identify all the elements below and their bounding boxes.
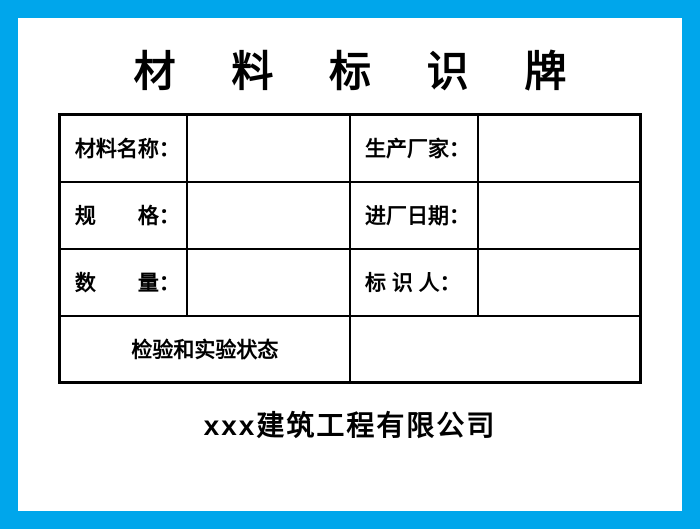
table-row: 检验和实验状态 — [59, 316, 640, 383]
value-arrival-date — [478, 182, 641, 249]
value-quantity — [187, 249, 350, 316]
table-row: 材料名称： 生产厂家： — [59, 115, 640, 182]
label-spec: 规 格： — [59, 182, 187, 249]
label-inspection-status: 检验和实验状态 — [59, 316, 350, 383]
value-identifier — [478, 249, 641, 316]
label-identifier: 标 识 人： — [350, 249, 478, 316]
material-table: 材料名称： 生产厂家： 规 格： 进厂日期： 数 量： 标 识 人： 检验和实验… — [58, 113, 642, 384]
value-material-name — [187, 115, 350, 182]
label-quantity: 数 量： — [59, 249, 187, 316]
outer-frame: 材 料 标 识 牌 材料名称： 生产厂家： 规 格： 进厂日期： 数 量： 标 … — [0, 0, 700, 529]
label-material-name: 材料名称： — [59, 115, 187, 182]
table-row: 规 格： 进厂日期： — [59, 182, 640, 249]
table-row: 数 量： 标 识 人： — [59, 249, 640, 316]
card-title: 材 料 标 识 牌 — [112, 38, 589, 99]
company-footer: xxx建筑工程有限公司 — [204, 404, 497, 444]
value-spec — [187, 182, 350, 249]
label-manufacturer: 生产厂家： — [350, 115, 478, 182]
label-arrival-date: 进厂日期： — [350, 182, 478, 249]
value-manufacturer — [478, 115, 641, 182]
white-panel: 材 料 标 识 牌 材料名称： 生产厂家： 规 格： 进厂日期： 数 量： 标 … — [18, 18, 682, 511]
value-inspection-status — [350, 316, 641, 383]
